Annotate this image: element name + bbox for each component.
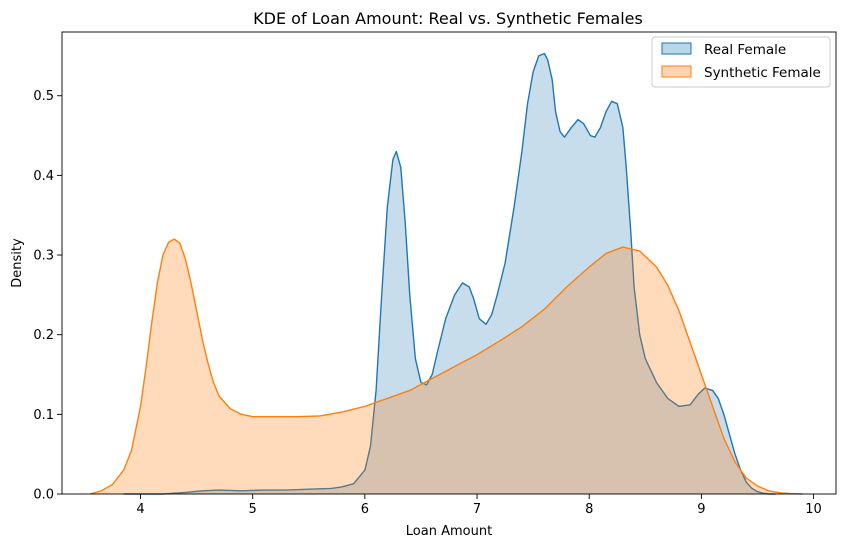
series-line-synthetic-female: [89, 238, 803, 495]
series-fill-real-female: [123, 53, 776, 494]
legend-label-real-female: Real Female: [704, 42, 786, 58]
y-tick-label: 0.0: [33, 488, 54, 503]
chart-title: KDE of Loan Amount: Real vs. Synthetic F…: [253, 9, 643, 28]
y-tick-label: 0.4: [33, 169, 54, 184]
x-tick-label: 4: [136, 502, 144, 517]
legend-swatch-real-female: [661, 42, 692, 55]
y-tick-label: 0.5: [33, 89, 54, 104]
y-tick-label: 0.3: [33, 249, 54, 264]
legend-label-synthetic-female: Synthetic Female: [704, 65, 821, 81]
x-axis-label: Loan Amount: [406, 524, 492, 539]
x-axis: 4 5 6 7 8 9 10: [136, 494, 822, 517]
y-axis: 0.0 0.1 0.2 0.3 0.4 0.5: [33, 89, 62, 503]
plot-frame: [61, 31, 837, 495]
series-fill-synthetic-female: [90, 239, 803, 494]
x-tick-label: 8: [585, 502, 593, 517]
x-tick-label: 6: [361, 502, 369, 517]
legend: Real Female Synthetic Female: [651, 36, 831, 88]
legend-swatch-synthetic-female: [661, 65, 692, 78]
x-tick-label: 7: [473, 502, 481, 517]
series-layer: [89, 52, 803, 495]
legend-frame: [651, 36, 831, 88]
x-tick-label: 5: [249, 502, 257, 517]
y-axis-label: Density: [10, 238, 25, 288]
x-tick-label: 10: [805, 502, 822, 517]
y-tick-label: 0.2: [33, 328, 54, 343]
x-tick-label: 9: [697, 502, 705, 517]
y-tick-label: 0.1: [33, 408, 54, 423]
series-line-real-female: [123, 52, 776, 495]
